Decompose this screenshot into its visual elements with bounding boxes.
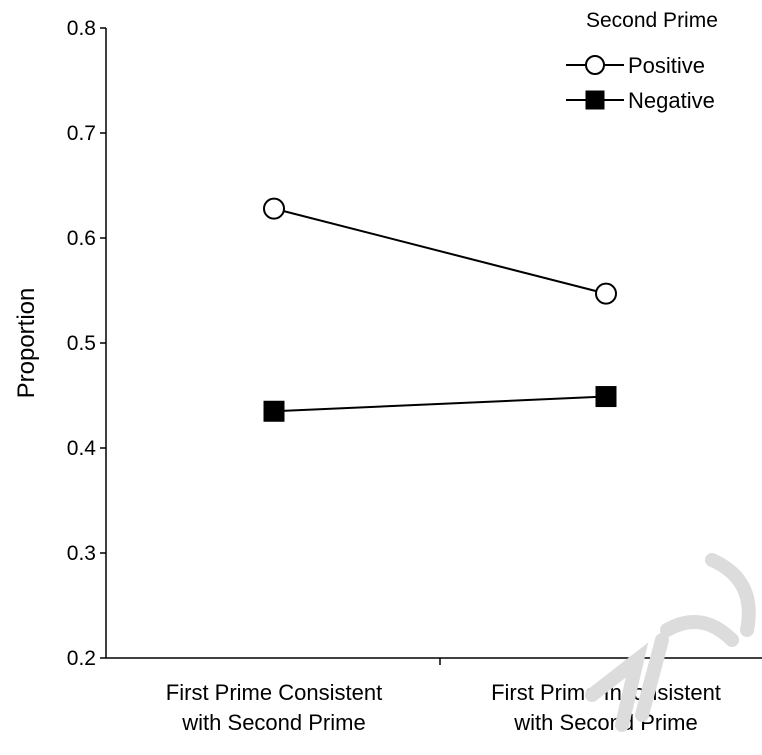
x-category-label: First Prime Consistent [166,680,382,705]
legend-marker-positive [585,55,605,75]
data-point-negative [263,400,285,422]
y-tick-label: 0.7 [67,122,96,145]
y-tick-label: 0.4 [67,437,97,460]
series-line-positive [273,207,607,295]
y-tick-label: 0.8 [67,17,96,40]
series-line-negative [273,395,607,413]
axes: 0.2 0.3 0.4 0.5 0.6 0.7 0.8 First Prime Consist… [13,17,762,735]
x-category-label: First Prime Inconsistent [491,680,721,705]
y-tick-label: 0.2 [67,647,96,670]
legend-title: Second Prime [586,9,718,32]
legend-marker-negative [585,90,605,110]
data-point-positive [595,282,617,305]
series-group [263,197,617,422]
legend: Second Prime Positive Negative [566,9,718,113]
data-point-positive [263,197,285,220]
x-category-label: with Second Prime [513,710,697,735]
y-tick-label: 0.6 [67,227,96,250]
y-axis-title: Proportion [13,288,40,399]
y-tick-label: 0.5 [67,332,96,355]
legend-label-positive: Positive [628,53,705,78]
x-category-label: with Second Prime [181,710,365,735]
data-point-negative [595,386,617,408]
y-tick-label: 0.3 [67,542,96,565]
legend-label-negative: Negative [628,88,715,113]
